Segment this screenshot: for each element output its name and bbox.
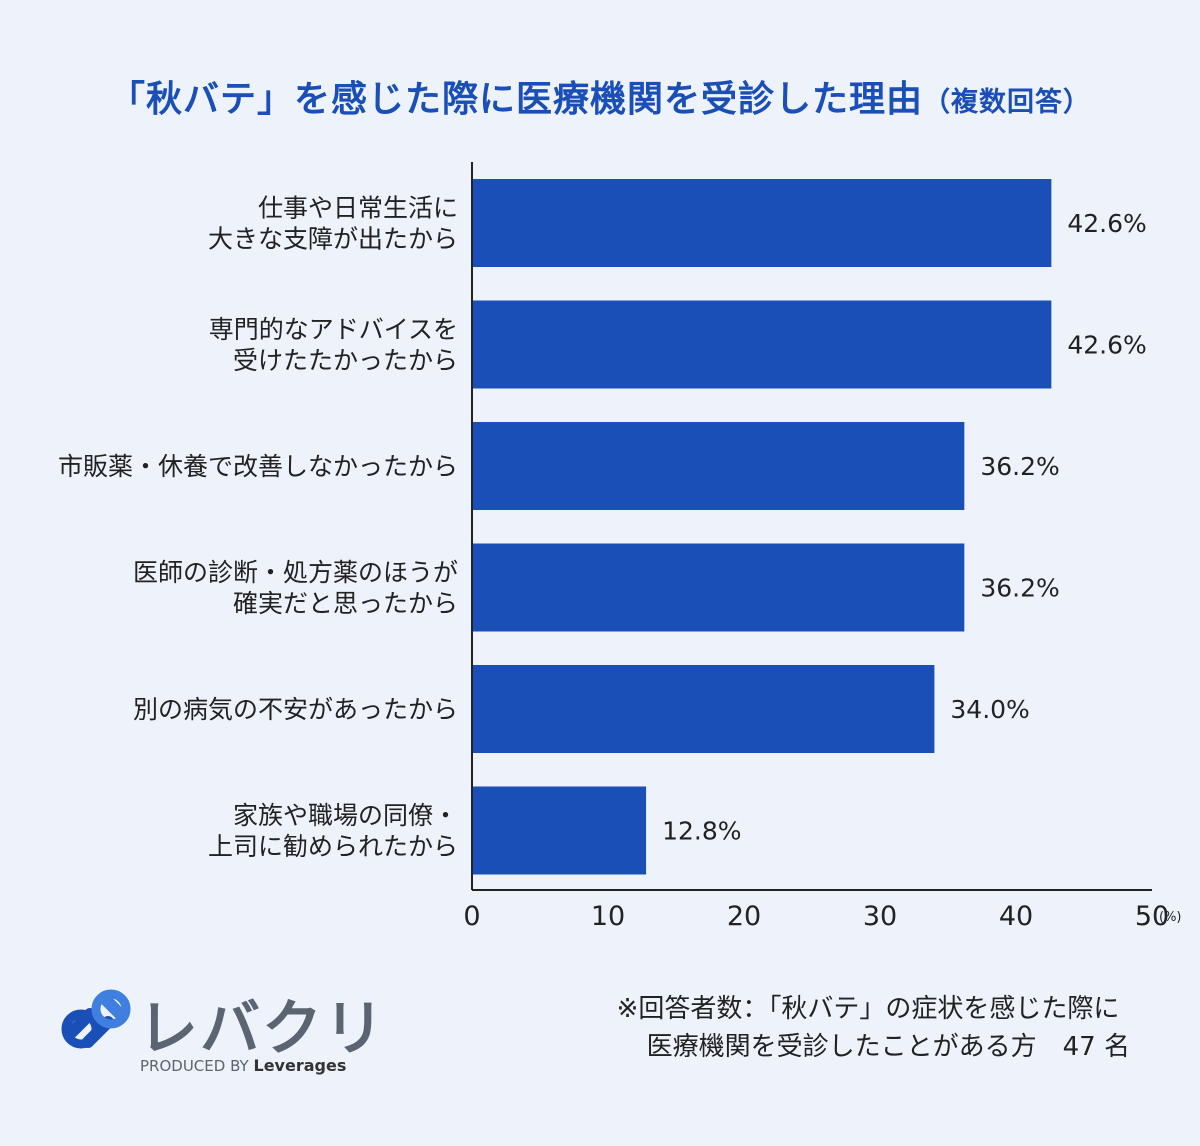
x-tick-label: 30 [863, 901, 897, 932]
link-logo-icon [61, 989, 131, 1049]
value-label: 12.8% [662, 817, 741, 846]
x-tick-label: 0 [463, 901, 480, 932]
category-label: 医師の診断・処方薬のほうが確実だと思ったから [133, 558, 458, 618]
value-label: 42.6% [1067, 209, 1146, 238]
chart-title-main: 「秋バテ」を感じた際に医療機関を受診した理由 [108, 79, 923, 120]
logo-wordmark: レバクリ [138, 994, 386, 1064]
value-label: 36.2% [980, 574, 1059, 603]
bar [472, 543, 965, 632]
bar [472, 300, 1052, 389]
respondent-note: ※回答者数：「秋バテ」の症状を感じた際に 医療機関を受診したことがある方 47 … [617, 990, 1130, 1066]
category-label: 市販薬・休養で改善しなかったから [58, 452, 458, 481]
value-label: 34.0% [950, 695, 1029, 724]
brand-name: Leverages [253, 1056, 347, 1075]
value-label: 36.2% [980, 452, 1059, 481]
x-tick-label: 20 [727, 901, 761, 932]
bar [472, 665, 935, 753]
x-tick-label: 40 [999, 901, 1033, 932]
respondent-note-line1: ※回答者数：「秋バテ」の症状を感じた際に [616, 994, 1120, 1024]
bar-chart: 42.6% 仕事や日常生活に大きな支障が出たから 42.6% 専門的なアドバイスを受け… [58, 162, 1182, 932]
category-label: 家族や職場の同僚・上司に勧められたから [208, 801, 458, 861]
levecli-logo: レバクリ PRODUCED BY Leverages [58, 980, 384, 1080]
bar [472, 422, 965, 510]
category-label: 仕事や日常生活に大きな支障が出たから [208, 194, 458, 254]
produced-by-text: PRODUCED BY [140, 1057, 249, 1075]
x-tick-label: 10 [591, 901, 625, 932]
chart-title-sub: （複数回答） [923, 87, 1091, 118]
value-label: 42.6% [1067, 331, 1146, 360]
x-tick-label: 50 [1135, 901, 1169, 932]
bar [472, 179, 1052, 267]
respondent-note-line2: 医療機関を受診したことがある方 47 名 [646, 1032, 1130, 1062]
logo-produced-by: PRODUCED BY Leverages [140, 1056, 346, 1075]
x-unit-label: (%) [1159, 910, 1182, 925]
chart-title: 「秋バテ」を感じた際に医療機関を受診した理由（複数回答） [0, 70, 1200, 122]
bar [472, 786, 647, 875]
category-label: 別の病気の不安があったから [133, 695, 458, 724]
category-label: 専門的なアドバイスを受けたたかったから [209, 315, 458, 375]
